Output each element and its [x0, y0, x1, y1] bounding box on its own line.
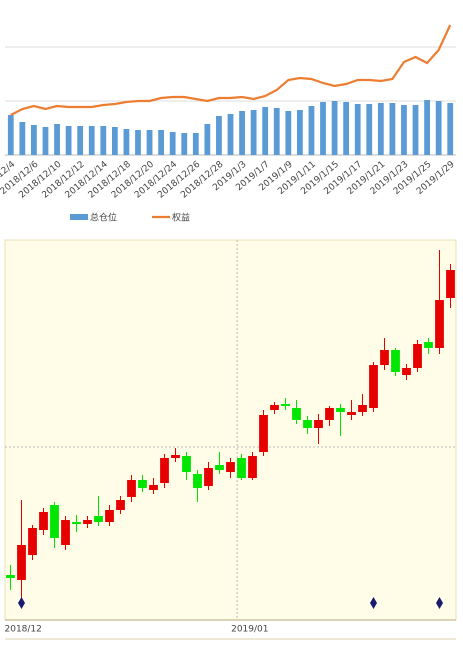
candle-body [281, 404, 290, 406]
x-tick-label: 2019/01 [231, 625, 268, 635]
bar [320, 102, 326, 155]
candle-body [358, 405, 367, 412]
candle-body [28, 528, 37, 555]
bar [216, 116, 222, 155]
bar [123, 129, 130, 155]
bar [424, 100, 430, 155]
bar [88, 126, 95, 155]
candle-body [391, 350, 400, 372]
bar [412, 105, 419, 155]
candle-body [292, 408, 301, 420]
candle-body [402, 368, 411, 375]
legend-label: 总仓位 [90, 212, 117, 224]
bar [42, 127, 49, 155]
bar [227, 114, 234, 155]
bar [331, 101, 338, 155]
bar [146, 130, 153, 155]
bar [343, 102, 350, 155]
bar [377, 103, 384, 155]
candle-body [303, 420, 312, 428]
bar [204, 124, 211, 155]
bar [19, 122, 26, 155]
candle-body [270, 405, 279, 410]
bar [111, 127, 118, 155]
bar [435, 101, 442, 155]
candle-body [17, 545, 26, 580]
bar [401, 105, 407, 155]
bar [239, 111, 245, 155]
signal-marker [436, 597, 443, 609]
bar [308, 106, 315, 155]
line [10, 24, 452, 116]
bar [181, 133, 188, 155]
candle-body [413, 344, 422, 368]
bar [31, 125, 37, 155]
bar [54, 124, 60, 155]
candle-body [435, 300, 444, 348]
candle-body [39, 512, 48, 530]
candle-body [369, 365, 378, 408]
candle-body [204, 468, 213, 486]
candle-body [446, 270, 455, 298]
candle-body [215, 465, 224, 470]
bar [158, 130, 165, 155]
plot-background [4, 239, 457, 621]
bar [389, 103, 396, 155]
signal-marker [18, 597, 25, 609]
bar [192, 133, 199, 155]
candle-body [50, 505, 59, 538]
legend-swatch [70, 214, 88, 220]
candle-body [127, 480, 136, 497]
bar [65, 126, 72, 155]
candle-body [105, 510, 114, 522]
candle-body [259, 415, 268, 452]
candle-body [72, 522, 81, 524]
bar [296, 110, 303, 155]
bar [273, 108, 280, 155]
bar [250, 110, 257, 155]
bar [447, 103, 454, 155]
candle-body [336, 408, 345, 412]
candle-body [424, 342, 433, 348]
bar [285, 111, 292, 155]
candle-body [380, 350, 389, 365]
candle-body [325, 408, 334, 420]
candle-body [314, 420, 323, 428]
bar [100, 126, 107, 155]
candle-body [226, 462, 235, 472]
candle-body [61, 520, 70, 545]
x-tick-label: 2018/12 [5, 625, 42, 635]
candle-body [193, 474, 202, 488]
candle-body [347, 412, 356, 415]
legend-label: 权益 [172, 212, 190, 224]
bar [262, 107, 269, 155]
bar [135, 130, 141, 155]
candle-body [248, 456, 257, 478]
candle-body [116, 500, 125, 510]
candle-body [6, 575, 15, 578]
signal-marker [370, 597, 377, 609]
candle-body [171, 455, 180, 458]
candle-body [94, 516, 103, 522]
bar [366, 104, 373, 155]
candle-body [237, 458, 246, 478]
candle-body [138, 480, 147, 488]
candle-body [83, 520, 92, 524]
bar [77, 126, 84, 155]
bar [354, 104, 361, 155]
candle-body [160, 458, 169, 483]
bar [7, 115, 14, 155]
bar [169, 132, 176, 155]
candle-body [182, 456, 191, 472]
candle-body [149, 485, 158, 490]
